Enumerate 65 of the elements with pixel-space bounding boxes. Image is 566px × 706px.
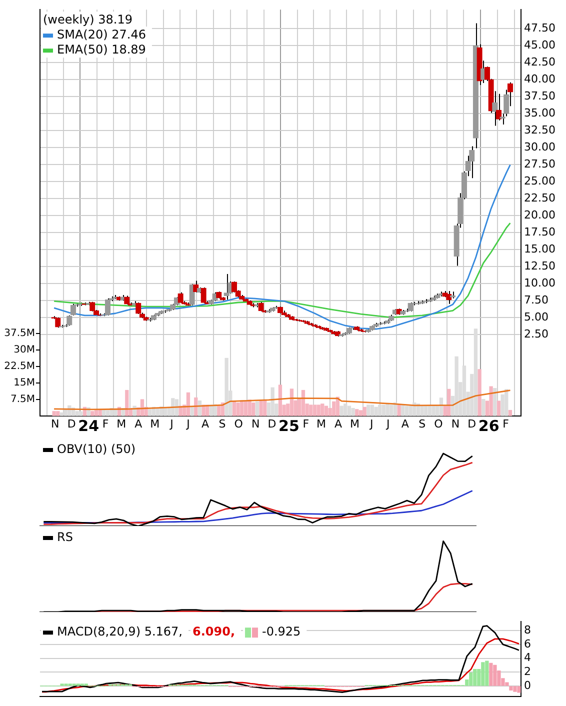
x-tick-label: J [169,417,174,430]
y-tick-label: 8 [524,623,531,636]
x-tick-label: F [502,417,510,430]
text: 6.090, [192,624,235,639]
y-tick-label: 0 [524,678,531,692]
y-tick-label: 42.50 [524,55,556,68]
x-tick-label: O [234,417,244,430]
x-tick-label: D [468,417,476,430]
x-tick-label: A [401,417,410,430]
legend-label: OBV(10) (50) [57,442,136,456]
x-tick-label: D [67,417,76,430]
y-tick-label: 22.50 [524,191,556,204]
y-tick-label: 35.00 [524,106,556,120]
y2-tick-label: 37.5M [4,328,35,340]
y-tick-label: 45.00 [524,38,556,52]
x-tick-label: F [302,417,310,430]
y-tick-label: 15.00 [524,242,556,256]
x-tick-label: J [186,417,190,430]
x-tick-label: O [434,417,444,430]
y-tick-label: 2.50 [524,327,548,340]
x-tick-label: N [251,417,260,430]
x-tick-label: M [350,417,360,430]
y-tick-label: 25.00 [524,174,556,188]
x-tick-label: 24 [78,416,99,435]
y2-tick-label: 22.5M [4,361,35,372]
x-tick-label: J [369,417,374,430]
x-tick-label: N [451,417,460,430]
x-tick-label: M [316,417,326,430]
y-tick-label: 30.00 [524,140,556,154]
x-tick-label: D [268,417,276,430]
chart-title: (weekly) 38.19 [43,12,132,27]
y2-tick-label: 15M [14,378,35,389]
y-tick-label: 2 [524,665,531,678]
x-tick-label: M [116,417,126,430]
y-tick-label: 12.50 [524,259,556,272]
legend-label: SMA(20) 27.46 [57,28,146,42]
y-tick-label: 5.00 [524,310,548,324]
y2-tick-label: 30M [14,344,35,356]
y-tick-label: 7.50 [524,293,548,306]
x-tick-label: A [134,417,143,430]
y-tick-label: 37.50 [524,89,556,102]
x-tick-label: N [51,417,60,430]
x-tick-label: F [102,417,109,430]
x-tick-label: S [418,417,426,430]
y-tick-label: 47.50 [524,21,556,34]
x-tick-label: J [385,417,390,430]
y-tick-label: 10.00 [524,276,556,290]
y-tick-label: 20.00 [524,208,556,222]
y-tick-label: 40.00 [524,72,556,86]
x-tick-label: A [334,417,343,430]
y2-tick-label: 7.5M [10,394,35,406]
x-tick-label: A [201,417,210,430]
y-tick-label: 17.50 [524,225,556,238]
x-tick-label: M [150,417,160,430]
y-tick-label: 27.50 [524,157,556,170]
x-tick-label: 26 [478,416,500,435]
x-tick-label: S [218,417,226,430]
y-tick-label: 4 [524,651,531,664]
legend-label: EMA(50) 18.89 [57,42,146,57]
y-tick-label: 6 [524,637,531,650]
x-tick-label: 25 [278,416,300,435]
legend-label: MACD(8,20,9) 5.167, [57,624,182,639]
y-tick-label: 32.50 [524,123,556,136]
legend-label: -0.925 [262,624,301,639]
legend-label: RS [57,530,73,544]
